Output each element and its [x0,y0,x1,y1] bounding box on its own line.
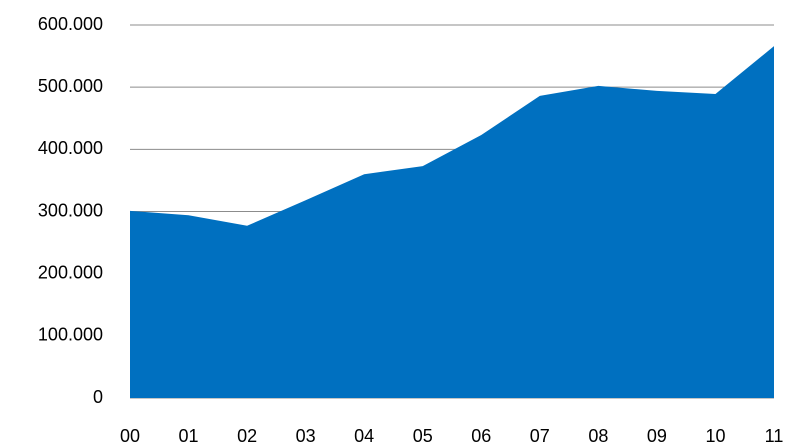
x-tick-label: 00 [120,426,140,445]
x-tick-label: 06 [471,426,491,445]
x-tick-label: 02 [237,426,257,445]
area [130,46,774,399]
y-tick-label: 300.000 [38,200,103,220]
x-tick-label: 04 [354,426,374,445]
x-tick-label: 11 [765,426,784,445]
y-tick-label: 0 [93,387,103,407]
x-tick-label: 05 [413,426,433,445]
x-tick-label: 08 [588,426,608,445]
y-tick-label: 500.000 [38,76,103,96]
y-tick-label: 100.000 [38,325,103,345]
y-tick-label: 600.000 [38,14,103,34]
x-tick-label: 07 [530,426,550,445]
x-tick-label: 10 [705,426,725,445]
y-tick-label: 200.000 [38,262,103,282]
x-tick-label: 01 [179,426,199,445]
x-tick-label: 09 [647,426,667,445]
y-tick-label: 400.000 [38,138,103,158]
x-tick-label: 03 [296,426,316,445]
